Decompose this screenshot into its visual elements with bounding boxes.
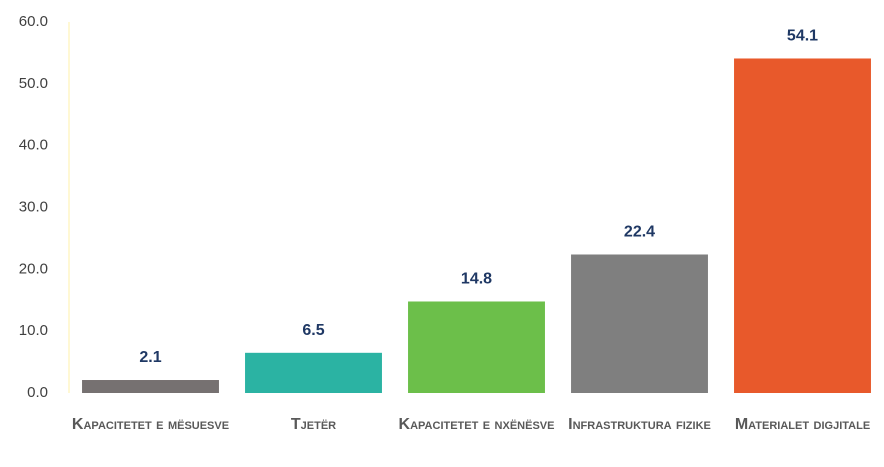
x-tick-label: Kapacitetet e nxënësve xyxy=(397,410,557,440)
chart: 0.0 10.0 20.0 30.0 40.0 50.0 60.0 2.1 6.5 14.8 22.… xyxy=(0,0,884,467)
bar xyxy=(408,301,545,393)
bar xyxy=(734,58,871,393)
value-label: 22.4 xyxy=(624,224,655,241)
value-label: 14.8 xyxy=(461,271,492,288)
y-tick-label: 50.0 xyxy=(19,75,48,92)
value-label: 6.5 xyxy=(302,322,324,339)
value-label: 54.1 xyxy=(787,28,818,45)
y-tick-label: 30.0 xyxy=(19,198,48,215)
x-tick-label: Infrastruktura fizike xyxy=(560,410,720,440)
bar xyxy=(82,380,219,393)
bar xyxy=(245,353,382,393)
y-tick-label: 0.0 xyxy=(27,384,48,401)
value-label: 2.1 xyxy=(139,349,161,366)
plot: 0.0 10.0 20.0 30.0 40.0 50.0 60.0 2.1 6.5 14.8 22.… xyxy=(0,0,884,467)
x-tick-label: Materialet digjitale xyxy=(723,410,883,440)
x-tick-label: Tjetër xyxy=(234,410,394,440)
bar xyxy=(571,254,708,393)
y-tick-label: 60.0 xyxy=(19,13,48,30)
y-tick-label: 40.0 xyxy=(19,137,48,154)
y-tick-label: 10.0 xyxy=(19,322,48,339)
y-tick-label: 20.0 xyxy=(19,260,48,277)
x-tick-label: Kapacitetet e mësuesve xyxy=(71,410,231,440)
